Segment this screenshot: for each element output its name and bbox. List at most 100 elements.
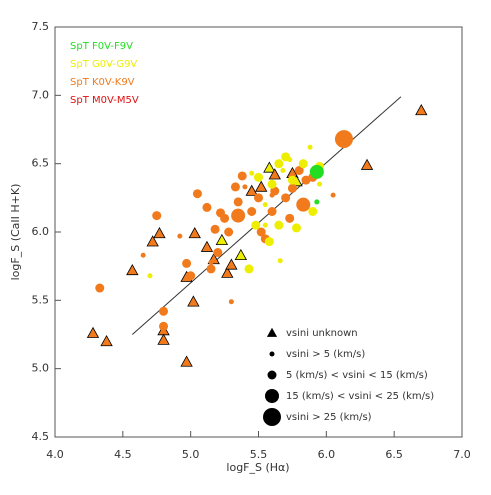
data-point xyxy=(249,170,255,176)
data-point xyxy=(140,252,146,258)
data-point xyxy=(330,192,336,198)
data-point xyxy=(360,158,374,170)
data-point xyxy=(256,227,266,237)
data-point xyxy=(228,299,234,305)
data-point xyxy=(287,175,297,185)
spectral-type-label: SpT F0V-F9V xyxy=(70,41,133,52)
data-point xyxy=(264,237,274,247)
legend-label: 5 (km/s) < vsini < 15 (km/s) xyxy=(286,370,428,381)
data-point xyxy=(307,144,313,150)
data-point xyxy=(334,130,353,149)
data-point xyxy=(301,175,311,185)
spectral-type-label: SpT M0V-M5V xyxy=(70,95,139,106)
data-point xyxy=(298,159,308,169)
data-point xyxy=(192,189,202,199)
data-point xyxy=(291,223,301,233)
spectral-type-label: SpT K0V-K9V xyxy=(70,77,135,88)
data-point xyxy=(267,207,277,216)
data-point xyxy=(254,172,263,182)
data-point xyxy=(268,168,281,180)
x-tick-label: 5.0 xyxy=(182,448,200,461)
legend-marker xyxy=(266,327,278,337)
data-point xyxy=(294,166,304,175)
data-point xyxy=(270,186,280,196)
data-point xyxy=(95,283,105,293)
data-point xyxy=(86,326,100,338)
data-point xyxy=(215,233,229,246)
data-point xyxy=(263,161,276,173)
data-point xyxy=(100,335,113,347)
data-point xyxy=(177,233,183,239)
data-point xyxy=(280,168,286,173)
fit-line xyxy=(131,96,402,335)
data-point xyxy=(254,193,263,203)
y-tick-label: 6.0 xyxy=(32,225,50,238)
x-tick-label: 4.0 xyxy=(46,448,64,461)
x-tick-label: 7.0 xyxy=(453,448,471,461)
data-point xyxy=(147,273,153,279)
y-tick-label: 4.5 xyxy=(32,430,50,443)
y-tick-label: 7.5 xyxy=(32,20,50,33)
data-point xyxy=(126,263,139,276)
data-point xyxy=(251,220,261,230)
data-point xyxy=(157,333,170,345)
data-point xyxy=(187,295,200,307)
y-tick-label: 5.0 xyxy=(32,362,50,375)
data-point xyxy=(237,171,247,181)
data-point xyxy=(247,207,257,216)
data-point xyxy=(231,208,246,223)
data-point xyxy=(296,197,311,212)
data-point xyxy=(255,180,268,192)
data-point xyxy=(159,306,169,316)
data-point xyxy=(230,182,240,192)
x-axis-label: logF_S (Hα) xyxy=(226,461,289,474)
x-tick-label: 4.5 xyxy=(114,448,132,461)
legend-label: 15 (km/s) < vsini < 25 (km/s) xyxy=(286,391,434,402)
data-point xyxy=(245,184,258,196)
data-point xyxy=(308,207,318,216)
data-point xyxy=(274,220,284,230)
data-point xyxy=(242,184,248,190)
data-point xyxy=(234,248,248,261)
y-tick-label: 7.0 xyxy=(32,88,50,101)
y-tick-label: 6.5 xyxy=(32,157,50,170)
data-point xyxy=(262,202,268,208)
data-point xyxy=(281,193,291,203)
legend-marker xyxy=(263,408,281,426)
x-tick-label: 6.0 xyxy=(318,448,336,461)
data-point xyxy=(186,271,196,281)
data-point xyxy=(314,199,320,205)
data-point xyxy=(287,183,297,193)
data-point xyxy=(159,321,169,331)
spectral-type-label: SpT G0V-G9V xyxy=(70,59,137,70)
data-point xyxy=(415,104,428,116)
data-point xyxy=(208,259,214,265)
data-point xyxy=(244,264,254,274)
y-tick-label: 5.5 xyxy=(32,293,50,306)
data-point xyxy=(202,202,212,212)
data-point xyxy=(224,227,234,237)
data-point xyxy=(146,235,159,247)
data-point xyxy=(182,258,192,268)
data-point xyxy=(152,211,162,221)
data-point xyxy=(285,213,295,223)
data-point xyxy=(281,152,291,162)
legend-marker xyxy=(265,389,279,403)
legend-marker xyxy=(267,370,277,380)
x-tick-label: 6.5 xyxy=(385,448,403,461)
x-tick-label: 5.5 xyxy=(250,448,268,461)
legend-label: vsini > 25 (km/s) xyxy=(286,412,372,423)
data-point xyxy=(180,355,193,367)
data-point xyxy=(277,258,283,264)
legend-marker xyxy=(269,351,275,357)
legend-label: vsini > 5 (km/s) xyxy=(286,349,365,360)
data-point xyxy=(206,264,216,274)
legend-label: vsini unknown xyxy=(286,328,358,339)
y-axis-label: logF_S (CaII H+K) xyxy=(9,184,22,281)
data-point xyxy=(153,227,166,239)
data-point xyxy=(262,222,268,228)
data-point xyxy=(309,164,324,179)
data-point xyxy=(233,197,243,207)
data-point xyxy=(221,266,234,278)
